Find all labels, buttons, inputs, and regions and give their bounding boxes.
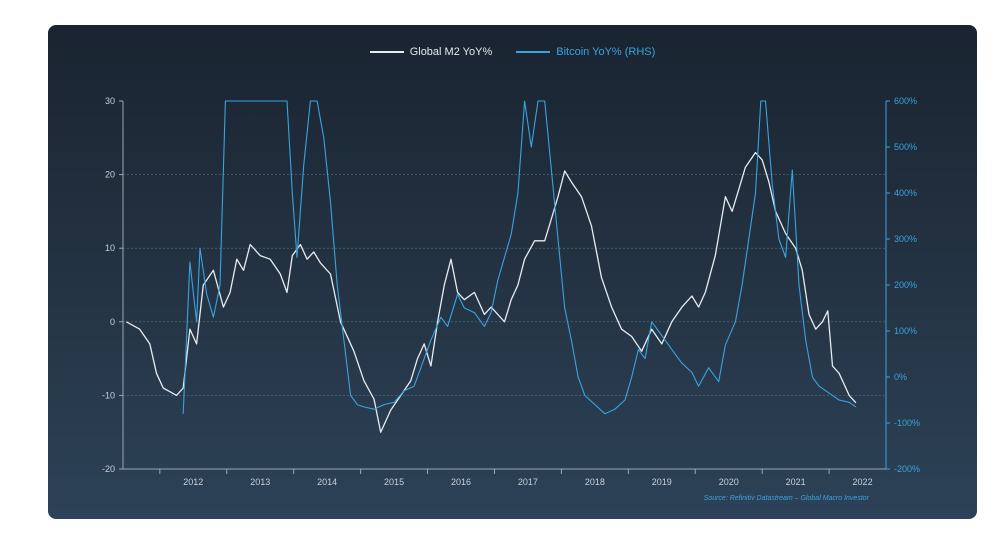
x-tick-label: 2020 bbox=[719, 477, 739, 487]
left-tick-label: 0 bbox=[110, 317, 115, 327]
right-tick-label: 300% bbox=[894, 234, 917, 244]
x-tick-label: 2016 bbox=[451, 477, 471, 487]
left-tick-label: 30 bbox=[105, 96, 115, 106]
right-tick-label: 500% bbox=[894, 142, 917, 152]
legend-swatch-m2 bbox=[369, 51, 404, 53]
x-tick-label: 2021 bbox=[786, 477, 806, 487]
left-tick-label: -10 bbox=[102, 390, 115, 400]
x-tick-label: 2018 bbox=[585, 477, 605, 487]
left-tick-label: 20 bbox=[105, 170, 115, 180]
legend-label-btc: Bitcoin YoY% (RHS) bbox=[556, 46, 656, 58]
x-tick-label: 2019 bbox=[652, 477, 672, 487]
left-tick-label: 10 bbox=[105, 243, 115, 253]
x-tick-label: 2013 bbox=[250, 477, 270, 487]
x-tick-label: 2017 bbox=[518, 477, 538, 487]
right-tick-label: 200% bbox=[894, 280, 917, 290]
legend-item-btc: Bitcoin YoY% (RHS) bbox=[516, 46, 655, 58]
chart-card: Global M2 YoY% Bitcoin YoY% (RHS) 30 20 10… bbox=[48, 25, 977, 519]
source-note: Source: Refinitiv Datastream – Global Ma… bbox=[703, 495, 869, 502]
left-tick-label: -20 bbox=[102, 464, 115, 474]
legend-item-m2: Global M2 YoY% bbox=[369, 46, 493, 58]
right-tick-label: 400% bbox=[894, 188, 917, 198]
x-tick-label: 2015 bbox=[384, 477, 404, 487]
series-line-global-m2 bbox=[125, 151, 857, 433]
series-line-bitcoin bbox=[182, 100, 857, 415]
right-tick-label: -100% bbox=[894, 418, 920, 428]
right-tick-label: 0% bbox=[894, 372, 907, 382]
x-tick-label: 2012 bbox=[183, 477, 203, 487]
right-tick-label: 100% bbox=[894, 326, 917, 336]
x-tick-label: 2022 bbox=[853, 477, 873, 487]
chart-legend: Global M2 YoY% Bitcoin YoY% (RHS) bbox=[48, 46, 977, 58]
x-tick-label: 2014 bbox=[317, 477, 337, 487]
right-tick-label: 600% bbox=[894, 96, 917, 106]
legend-label-m2: Global M2 YoY% bbox=[409, 46, 493, 58]
right-tick-label: -200% bbox=[894, 464, 920, 474]
legend-swatch-btc bbox=[516, 51, 551, 53]
chart-plot: 30 20 10 0 -10 -20 600% 500% 400% 300% 200% 100% 0% -… bbox=[102, 96, 920, 487]
